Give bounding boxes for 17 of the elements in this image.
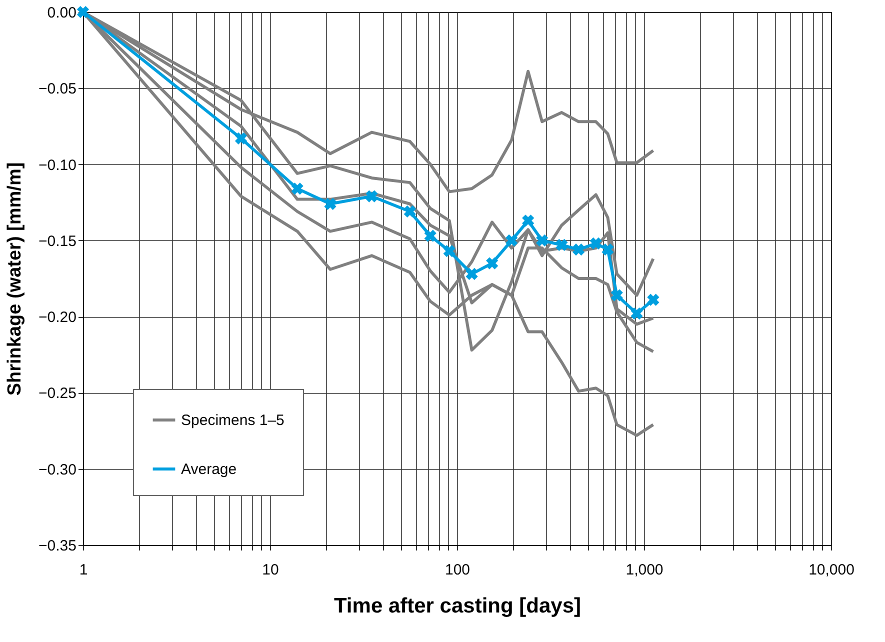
x-axis-title: Time after casting [days]	[334, 594, 582, 618]
y-tick-label: −0.30	[38, 461, 76, 478]
y-axis-title: Shrinkage (water) [mm/m]	[4, 162, 26, 396]
y-tick-label: −0.35	[38, 538, 76, 554]
y-tick-label: −0.15	[38, 232, 76, 250]
legend-label: Specimens 1–5	[181, 412, 284, 429]
y-tick-label: −0.05	[38, 80, 76, 98]
y-tick-label: −0.20	[38, 309, 76, 326]
legend-label: Average	[181, 461, 237, 478]
x-tick-label: 10,000	[808, 562, 854, 578]
y-tick-label: 0.00	[47, 4, 76, 22]
x-tick-label: 1,000	[626, 562, 664, 578]
y-tick-label: −0.10	[38, 156, 76, 174]
x-tick-label: 100	[444, 562, 470, 578]
x-tick-label: 10	[262, 562, 279, 578]
y-tick-label: −0.25	[38, 385, 76, 402]
x-tick-label: 1	[79, 562, 88, 578]
